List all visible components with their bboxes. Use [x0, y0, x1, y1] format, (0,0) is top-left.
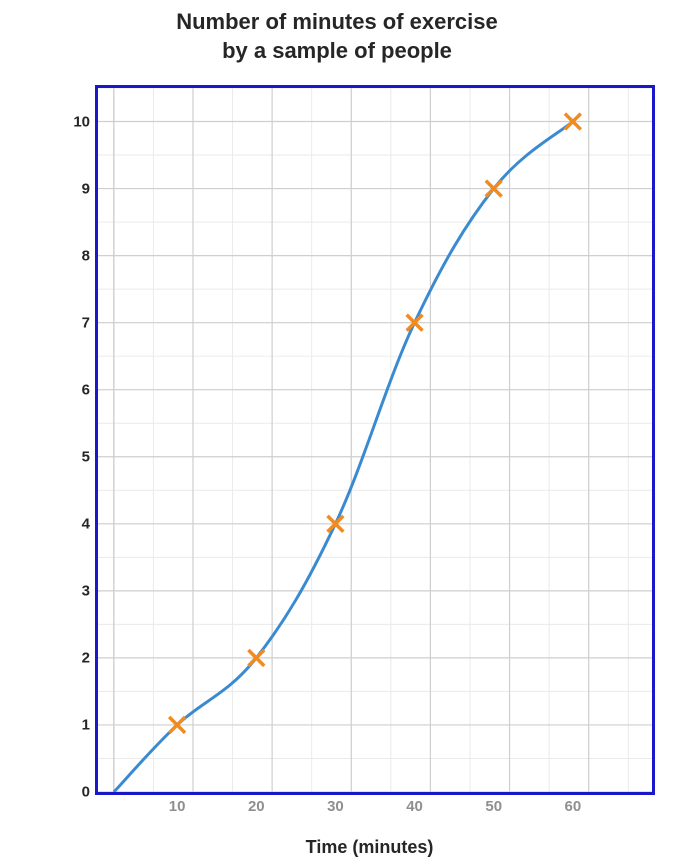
y-tick: 0 [82, 784, 98, 801]
y-tick: 4 [82, 515, 98, 532]
x-tick: 10 [169, 792, 186, 815]
y-tick: 1 [82, 716, 98, 733]
chart-title: Number of minutes of exercise by a sampl… [0, 8, 674, 65]
minor-grid [98, 88, 652, 792]
y-tick: 2 [82, 649, 98, 666]
x-tick: 30 [327, 792, 344, 815]
x-axis-label: Time (minutes) [95, 837, 644, 858]
y-tick: 6 [82, 381, 98, 398]
y-tick: 5 [82, 448, 98, 465]
x-tick: 20 [248, 792, 265, 815]
title-line2: by a sample of people [222, 38, 452, 63]
title-line1: Number of minutes of exercise [176, 9, 498, 34]
y-tick: 3 [82, 582, 98, 599]
plot-svg [98, 88, 652, 792]
major-grid [98, 88, 652, 792]
y-tick: 8 [82, 247, 98, 264]
y-tick: 9 [82, 180, 98, 197]
y-tick: 7 [82, 314, 98, 331]
x-tick: 50 [485, 792, 502, 815]
chart-container: Number of minutes of exercise by a sampl… [0, 0, 674, 868]
x-tick: 40 [406, 792, 423, 815]
x-tick: 60 [565, 792, 582, 815]
plot-frame: 012345678910 102030405060 [95, 85, 655, 795]
y-tick: 10 [73, 113, 98, 130]
